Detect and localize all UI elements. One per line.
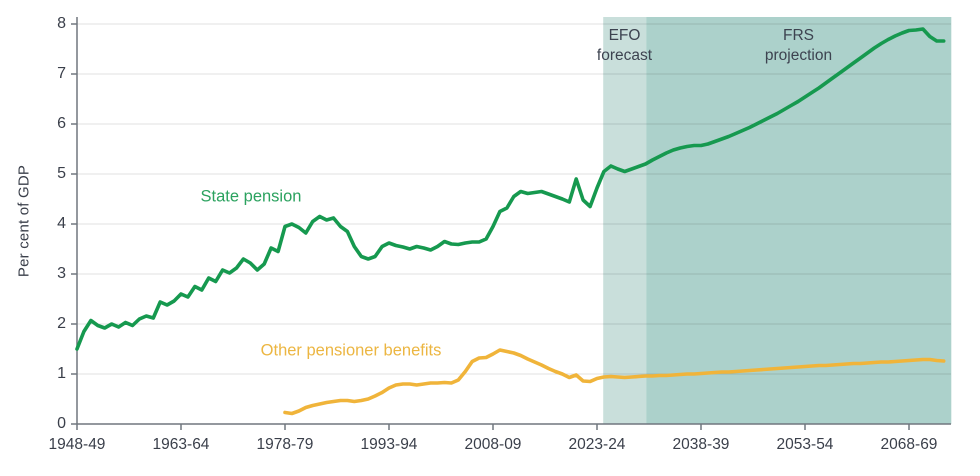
region-label-frs-projection: FRS projection (764, 27, 833, 64)
y-tick-label: 4 (57, 215, 66, 232)
x-tick-label: 2023-24 (568, 436, 626, 453)
y-tick-label: 2 (57, 315, 66, 332)
y-tick-label: 5 (57, 165, 66, 182)
state-pension-line (75, 27, 946, 351)
y-tick-label: 8 (57, 15, 66, 32)
region-efo-forecast (603, 17, 647, 424)
y-tick-label: 1 (57, 365, 66, 382)
x-tick-label: 2008-09 (464, 436, 522, 453)
region-frs-projection (646, 17, 952, 424)
series-label-other-pensioner-benefits: Other pensioner benefits (260, 341, 442, 360)
x-tick-label: 1978-79 (256, 436, 314, 453)
x-tick-label: 1993-94 (360, 436, 418, 453)
series-label-state-pension: State pension (200, 187, 302, 206)
y-tick-label: 7 (57, 65, 66, 82)
y-tick-label: 0 (57, 415, 66, 432)
x-tick-label: 2038-39 (672, 436, 730, 453)
x-tick-label: 1963-64 (152, 436, 210, 453)
y-tick-label: 6 (57, 115, 66, 132)
x-tick-label: 1948-49 (48, 436, 106, 453)
region-label-efo-forecast: EFO forecast (596, 27, 653, 64)
x-tick-label: 2053-54 (776, 436, 834, 453)
x-tick-label: 2068-69 (880, 436, 938, 453)
y-tick-label: 3 (57, 265, 66, 282)
other-pensioner-benefits-line (283, 348, 946, 416)
